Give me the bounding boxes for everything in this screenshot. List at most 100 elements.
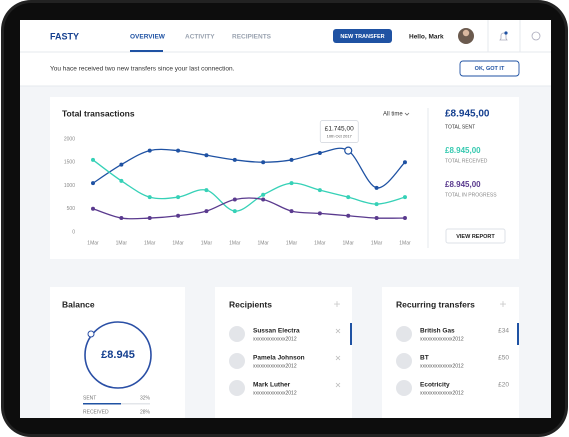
recipients-card bbox=[215, 287, 352, 418]
active-indicator bbox=[350, 323, 352, 345]
item-account: xxxxxxxxxxxxx2012 bbox=[253, 390, 297, 396]
tooltip bbox=[319, 120, 359, 143]
data-point bbox=[402, 216, 407, 221]
button-label[interactable]: OK, GOT IT bbox=[475, 66, 505, 72]
dropdown-caret bbox=[404, 112, 410, 116]
data-point bbox=[147, 216, 152, 221]
y-tick-label: 1500 bbox=[64, 160, 75, 166]
item-account: xxxxxxxxxxxxx2012 bbox=[420, 363, 464, 369]
summary-amount: £8.945,00 bbox=[445, 109, 490, 120]
item-account: xxxxxxxxxxxxx2012 bbox=[420, 336, 464, 342]
remove-icon[interactable] bbox=[335, 355, 341, 361]
new-transfer-button[interactable] bbox=[333, 29, 392, 43]
greeting: Hello, Mark bbox=[409, 34, 444, 41]
filter-dropdown[interactable]: All time bbox=[383, 112, 403, 118]
button-label[interactable]: VIEW REPORT bbox=[456, 234, 495, 240]
item-amount: £34 bbox=[498, 328, 509, 335]
item-avatar bbox=[396, 326, 412, 342]
data-point bbox=[232, 157, 237, 162]
data-point bbox=[317, 150, 322, 155]
remove-icon[interactable] bbox=[335, 382, 341, 388]
button-label[interactable]: NEW TRANSFER bbox=[340, 34, 384, 40]
line-chart: 0 500 1000 1500 2000 1Mar 1Mar 1Mar 1Mar 1Mar 1Mar… bbox=[64, 120, 411, 246]
recurring-card bbox=[382, 287, 519, 418]
data-point bbox=[176, 195, 181, 200]
ok-button[interactable] bbox=[459, 60, 520, 77]
summary-label: TOTAL IN PROGRESS bbox=[445, 192, 497, 198]
balance-row-label: SENT bbox=[83, 395, 96, 401]
y-tick-label: 500 bbox=[67, 206, 76, 212]
item-name[interactable]: BT bbox=[420, 355, 429, 362]
item-name[interactable]: Sussan Electra bbox=[253, 328, 300, 335]
bell-icon[interactable] bbox=[499, 32, 508, 41]
balance-row-label: RECEIVED bbox=[83, 409, 109, 415]
item-name[interactable]: Ecotricity bbox=[420, 382, 450, 389]
x-tick-label: 1Mar bbox=[116, 240, 128, 246]
item-name[interactable]: Pamela Johnson bbox=[253, 355, 305, 362]
nav-item[interactable]: RECIPIENTS bbox=[232, 34, 272, 41]
data-point bbox=[119, 162, 124, 167]
item-avatar bbox=[229, 326, 245, 342]
data-point bbox=[204, 188, 209, 193]
y-tick-label: 2000 bbox=[64, 136, 75, 142]
data-point bbox=[261, 197, 266, 202]
ring-knob bbox=[87, 330, 95, 338]
x-tick-label: 1Mar bbox=[257, 240, 269, 246]
data-point bbox=[232, 197, 237, 202]
series-line bbox=[92, 159, 406, 212]
data-point bbox=[261, 192, 266, 197]
add-icon[interactable]: + bbox=[333, 297, 340, 311]
item-avatar bbox=[396, 380, 412, 396]
data-point bbox=[402, 195, 407, 200]
nav-underline bbox=[130, 50, 163, 52]
chart-title: Total transactions bbox=[62, 108, 135, 118]
logo: FASTY bbox=[50, 31, 79, 41]
avatar-face bbox=[462, 29, 470, 37]
data-point bbox=[119, 178, 124, 183]
balance-row-value: 32% bbox=[140, 395, 151, 401]
view-report-button[interactable] bbox=[445, 228, 506, 244]
data-point bbox=[176, 213, 181, 218]
item-avatar bbox=[229, 380, 245, 396]
x-tick-label: 1Mar bbox=[399, 240, 411, 246]
data-point bbox=[374, 216, 379, 221]
x-tick-label: 1Mar bbox=[201, 240, 213, 246]
bell-badge bbox=[504, 31, 508, 35]
item-account: xxxxxxxxxxxxx2012 bbox=[253, 363, 297, 369]
x-tick-label: 1Mar bbox=[314, 240, 326, 246]
nav-item[interactable]: ACTIVITY bbox=[185, 34, 215, 41]
balance-ring bbox=[84, 321, 152, 389]
nav-item[interactable]: OVERVIEW bbox=[130, 34, 166, 41]
balance-card bbox=[50, 287, 185, 418]
data-point bbox=[204, 209, 209, 214]
item-avatar bbox=[229, 353, 245, 369]
summary-label: TOTAL RECEIVED bbox=[445, 158, 488, 164]
data-point bbox=[317, 188, 322, 193]
data-point bbox=[374, 185, 379, 190]
help-icon[interactable] bbox=[531, 31, 541, 41]
x-tick-label: 1Mar bbox=[144, 240, 156, 246]
x-tick-label: 1Mar bbox=[343, 240, 355, 246]
item-name[interactable]: British Gas bbox=[420, 328, 455, 335]
x-tick-label: 1Mar bbox=[172, 240, 184, 246]
data-point bbox=[289, 181, 294, 186]
data-point bbox=[204, 153, 209, 158]
data-point bbox=[91, 181, 95, 186]
item-name[interactable]: Mark Luther bbox=[253, 382, 291, 389]
data-point bbox=[91, 206, 95, 211]
data-point bbox=[289, 209, 294, 214]
card-title: Recurring transfers bbox=[396, 299, 475, 309]
data-point bbox=[317, 211, 322, 216]
tooltip-value: £1.745,00 bbox=[325, 125, 354, 132]
remove-icon[interactable] bbox=[335, 328, 341, 334]
add-icon[interactable]: + bbox=[499, 297, 506, 311]
item-amount: £20 bbox=[498, 382, 509, 389]
data-point bbox=[402, 160, 407, 165]
data-point bbox=[176, 148, 181, 153]
balance-row-value: 28% bbox=[140, 409, 151, 415]
y-tick-label: 1000 bbox=[64, 183, 75, 189]
card-title: Recipients bbox=[229, 299, 272, 309]
y-tick-label: 0 bbox=[72, 229, 75, 235]
x-tick-label: 1Mar bbox=[229, 240, 241, 246]
